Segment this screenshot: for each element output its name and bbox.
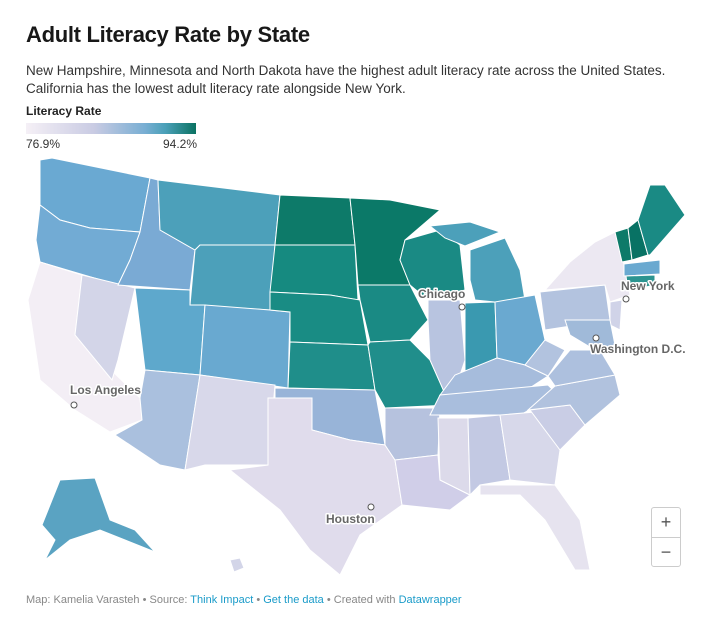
city-chicago: Chicago bbox=[417, 286, 467, 311]
city-marker bbox=[70, 401, 78, 409]
state-CO[interactable] bbox=[199, 304, 291, 389]
zoom-controls: + − bbox=[651, 507, 681, 567]
separator: • bbox=[256, 594, 261, 606]
legend-gradient bbox=[26, 123, 196, 134]
separator: • bbox=[142, 594, 147, 606]
city-label: Houston bbox=[326, 512, 375, 526]
source-link[interactable]: Think Impact bbox=[190, 594, 254, 606]
state-MT[interactable] bbox=[157, 179, 281, 251]
state-WY[interactable] bbox=[189, 244, 276, 311]
state-MD[interactable] bbox=[564, 319, 616, 351]
state-ME[interactable] bbox=[637, 184, 686, 256]
zoom-out-button[interactable]: − bbox=[652, 537, 680, 567]
state-SD[interactable] bbox=[269, 244, 359, 301]
state-MI-upper[interactable] bbox=[428, 221, 502, 247]
state-KS[interactable] bbox=[287, 341, 376, 391]
state-HI[interactable] bbox=[229, 557, 245, 573]
state-AK[interactable] bbox=[41, 477, 156, 561]
footer: Map: Kamelia Varasteh • Source: Think Im… bbox=[26, 594, 462, 606]
city-marker bbox=[458, 303, 466, 311]
state-AR[interactable] bbox=[384, 407, 441, 461]
state-TX[interactable] bbox=[228, 397, 403, 576]
city-label: New York bbox=[621, 279, 675, 293]
legend-min: 76.9% bbox=[26, 137, 61, 151]
get-data-link[interactable]: Get the data bbox=[263, 594, 324, 606]
state-CT[interactable] bbox=[625, 274, 656, 292]
datawrapper-link[interactable]: Datawrapper bbox=[398, 594, 462, 606]
created-with-label: Created with bbox=[333, 594, 396, 606]
city-label: Washington D.C. bbox=[590, 342, 686, 356]
city-marker bbox=[622, 295, 630, 303]
state-NJ[interactable] bbox=[609, 299, 623, 331]
state-VA[interactable] bbox=[547, 349, 616, 387]
legend-title: Literacy Rate bbox=[26, 104, 102, 118]
city-los-angeles: Los Angeles bbox=[69, 382, 143, 409]
city-label: Los Angeles bbox=[70, 383, 141, 397]
city-houston: Houston bbox=[325, 503, 376, 528]
state-MA[interactable] bbox=[623, 259, 661, 277]
state-MI[interactable] bbox=[469, 237, 526, 303]
state-MO[interactable] bbox=[367, 339, 451, 409]
legend-max: 94.2% bbox=[163, 137, 198, 151]
source-label: Source: bbox=[149, 594, 188, 606]
city-label: Chicago bbox=[418, 287, 465, 301]
city-new-york: New York bbox=[620, 278, 676, 303]
footer-author: Map: Kamelia Varasteh bbox=[26, 594, 140, 606]
chart-title: Adult Literacy Rate by State bbox=[26, 22, 310, 47]
city-marker bbox=[592, 334, 600, 342]
state-NM[interactable] bbox=[184, 374, 276, 471]
state-FL[interactable] bbox=[479, 484, 591, 571]
state-AL[interactable] bbox=[467, 414, 511, 497]
city-marker bbox=[367, 503, 375, 511]
city-washington: Washington D.C. bbox=[589, 334, 687, 358]
state-WV[interactable] bbox=[524, 339, 566, 377]
zoom-in-button[interactable]: + bbox=[660, 512, 672, 532]
separator: • bbox=[326, 594, 331, 606]
state-ND[interactable] bbox=[274, 194, 356, 246]
chart-description: New Hampshire, Minnesota and North Dakot… bbox=[26, 63, 666, 96]
